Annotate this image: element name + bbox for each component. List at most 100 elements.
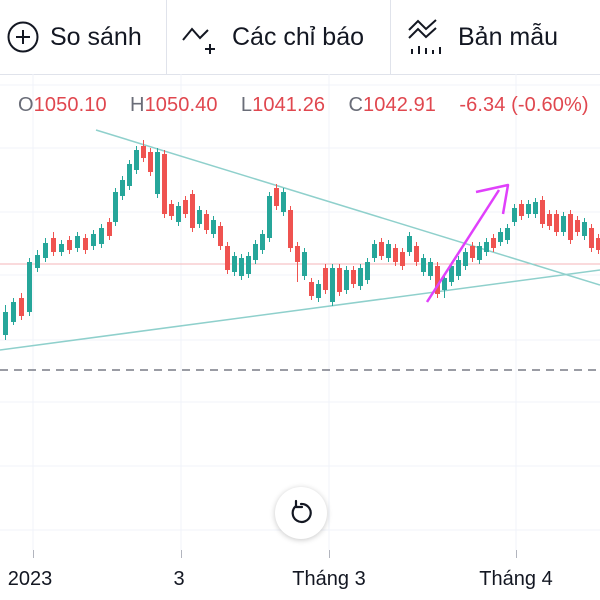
candle-body: [169, 204, 174, 216]
plus-circle-icon: [6, 20, 40, 54]
candle-body: [134, 150, 139, 170]
candle-body: [197, 210, 202, 224]
open-prefix: O: [18, 94, 34, 116]
candle-body: [428, 262, 433, 276]
reset-rotate-icon: [287, 499, 315, 527]
candle-body: [372, 244, 377, 258]
candle-body: [512, 208, 517, 222]
candle-body: [526, 204, 531, 214]
candle-body: [267, 196, 272, 238]
candle-body: [547, 214, 552, 226]
candle-body: [456, 260, 461, 276]
candle-body: [337, 268, 342, 292]
candle-body: [498, 232, 503, 242]
candle-body: [3, 312, 8, 335]
candle-body: [35, 255, 40, 268]
candle-body: [554, 214, 559, 232]
candle-body: [99, 228, 104, 244]
candle-body: [379, 242, 384, 256]
candle-body: [351, 270, 356, 284]
candle-body: [449, 266, 454, 282]
candle-body: [83, 238, 88, 250]
candle-body: [225, 246, 230, 270]
toolbar-divider: [166, 0, 167, 74]
candle-body: [407, 236, 412, 252]
low-prefix: L: [240, 94, 253, 116]
low-value: 1041.26: [252, 94, 326, 116]
candles-group: [3, 140, 600, 340]
candle-body: [393, 248, 398, 262]
axis-label-3: 3: [173, 568, 185, 590]
candle-body: [19, 298, 24, 316]
candle-body: [414, 246, 419, 262]
template-bars-icon: [406, 17, 450, 57]
candle-body: [421, 258, 426, 272]
axis-label-thang-4: Tháng 4: [479, 568, 553, 590]
candle-body: [274, 188, 279, 206]
candle-body: [330, 268, 335, 302]
compare-label: So sánh: [50, 22, 142, 51]
candle-body: [27, 262, 32, 312]
candle-body: [176, 206, 181, 222]
candle-body: [309, 282, 314, 296]
axis-tick: [329, 550, 330, 558]
candle-body: [302, 252, 307, 276]
candle-body: [288, 210, 293, 248]
open-value: 1050.10: [33, 94, 107, 116]
toolbar-divider: [390, 0, 391, 74]
candle-body: [113, 192, 118, 222]
candle-body: [43, 243, 48, 258]
candle-body: [463, 252, 468, 266]
arrow-shaft: [425, 189, 501, 303]
indicators-label: Các chỉ báo: [232, 22, 365, 51]
candle-body: [51, 238, 56, 252]
candle-body: [107, 222, 112, 236]
candle-body: [75, 236, 80, 248]
chart-toolbar: So sánh Các chỉ báo Bản mẫu: [0, 0, 600, 75]
candle-body: [358, 268, 363, 286]
axis-tick: [181, 550, 182, 558]
templates-label: Bản mẫu: [458, 22, 559, 51]
candle-body: [323, 268, 328, 290]
reset-chart-button[interactable]: [275, 487, 327, 539]
templates-button[interactable]: Bản mẫu: [406, 0, 558, 74]
candle-body: [148, 152, 153, 172]
candle-body: [162, 154, 167, 214]
high-prefix: H: [130, 94, 145, 116]
close-value: 1042.91: [363, 94, 437, 116]
candle-body: [91, 234, 96, 246]
candle-body: [127, 164, 132, 186]
lower-trendline: [0, 269, 600, 351]
close-prefix: C: [348, 94, 364, 116]
breakout-arrow: [425, 183, 510, 303]
candle-body: [589, 228, 594, 248]
axis-tick: [33, 550, 34, 558]
candle-body: [505, 228, 510, 240]
upper-trendline: [95, 129, 600, 286]
price-chart[interactable]: [0, 74, 600, 550]
candle-body: [316, 284, 321, 298]
change-value: -6.34 (-0.60%): [459, 94, 589, 116]
candle-body: [120, 180, 125, 196]
compare-button[interactable]: So sánh: [6, 0, 142, 74]
candle-body: [491, 238, 496, 248]
candle-body: [239, 258, 244, 276]
candle-body: [442, 278, 447, 290]
high-value: 1050.40: [144, 94, 218, 116]
indicators-button[interactable]: Các chỉ báo: [180, 0, 364, 74]
candle-body: [561, 216, 566, 232]
candle-body: [344, 270, 349, 290]
arrow-head: [475, 183, 510, 215]
candle-body: [533, 202, 538, 214]
candle-body: [67, 240, 72, 250]
candle-body: [190, 194, 195, 228]
candle-body: [59, 244, 64, 252]
indicator-wave-icon: [180, 20, 224, 54]
candle-body: [295, 246, 300, 262]
candle-body: [204, 214, 209, 230]
candle-body: [470, 246, 475, 258]
axis-label-thang-3: Tháng 3: [292, 568, 366, 590]
candle-body: [246, 256, 251, 274]
candle-body: [155, 152, 160, 194]
candle-body: [400, 252, 405, 266]
